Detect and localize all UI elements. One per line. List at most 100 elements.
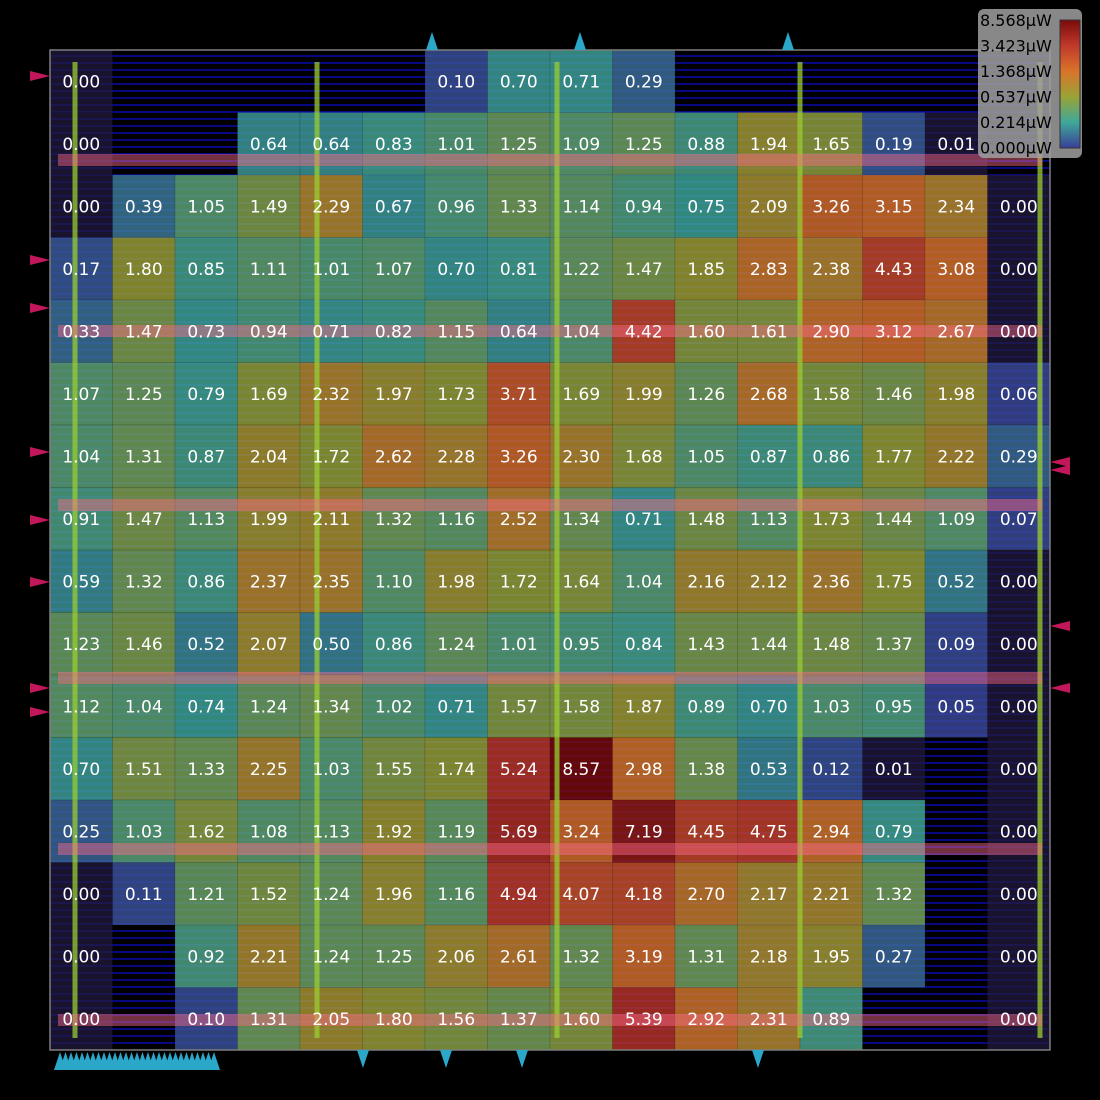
cell-value-label: 1.58 bbox=[812, 385, 850, 405]
heatmap-cell bbox=[174, 737, 238, 801]
cell-value-label: 1.31 bbox=[125, 447, 163, 467]
cell-value-label: 0.74 bbox=[187, 697, 225, 717]
heatmap-cell bbox=[862, 612, 926, 676]
heatmap-cell bbox=[49, 737, 113, 801]
cell-value-label: 0.33 bbox=[62, 322, 100, 342]
heatmap-cell bbox=[487, 49, 551, 113]
heatmap-cell bbox=[174, 924, 238, 988]
heatmap-cell bbox=[549, 362, 613, 426]
cell-value-label: 2.25 bbox=[250, 760, 288, 780]
cell-value-label: 0.94 bbox=[250, 322, 288, 342]
heatmap-cell bbox=[862, 674, 926, 738]
heatmap-cell bbox=[924, 612, 988, 676]
cell-value-label: 1.32 bbox=[875, 885, 913, 905]
heatmap-cell bbox=[112, 799, 176, 863]
heatmap-cell bbox=[549, 424, 613, 488]
cell-value-label: 1.15 bbox=[437, 322, 475, 342]
heatmap-cell bbox=[612, 924, 676, 988]
cell-value-label: 0.53 bbox=[750, 760, 788, 780]
cell-value-label: 2.09 bbox=[750, 197, 788, 217]
heatmap-cell bbox=[49, 362, 113, 426]
heatmap-cell bbox=[299, 737, 363, 801]
heatmap-cell bbox=[112, 487, 176, 551]
heatmap-cell bbox=[237, 924, 301, 988]
heatmap-cell bbox=[299, 799, 363, 863]
heatmap-cell bbox=[237, 112, 301, 176]
cell-value-label: 0.17 bbox=[62, 260, 100, 280]
cell-value-label: 1.43 bbox=[687, 635, 725, 655]
heatmap-cell bbox=[174, 362, 238, 426]
heatmap-cell bbox=[299, 862, 363, 926]
cell-value-label: 0.01 bbox=[937, 135, 975, 155]
cell-value-label: 0.52 bbox=[937, 572, 975, 592]
cell-value-label: 1.13 bbox=[187, 510, 225, 530]
cell-value-label: 0.64 bbox=[250, 135, 288, 155]
heatmap-cell bbox=[112, 237, 176, 301]
cell-value-label: 1.19 bbox=[437, 822, 475, 842]
heatmap-cell bbox=[487, 799, 551, 863]
cell-value-label: 0.00 bbox=[1000, 1010, 1038, 1030]
cell-value-label: 2.16 bbox=[687, 572, 725, 592]
cell-value-label: 0.00 bbox=[1000, 760, 1038, 780]
heatmap-cell bbox=[924, 487, 988, 551]
cell-value-label: 2.28 bbox=[437, 447, 475, 467]
cell-value-label: 8.57 bbox=[562, 760, 600, 780]
cell-value-label: 1.47 bbox=[625, 260, 663, 280]
bottom-pin-marker bbox=[752, 1050, 764, 1068]
heatmap-cell bbox=[799, 612, 863, 676]
heatmap-cell bbox=[612, 799, 676, 863]
legend-tick-label: 3.423µW bbox=[980, 37, 1052, 56]
cell-value-label: 1.05 bbox=[687, 447, 725, 467]
cell-value-label: 1.34 bbox=[312, 697, 350, 717]
cell-value-label: 1.98 bbox=[437, 572, 475, 592]
heatmap-cell bbox=[549, 737, 613, 801]
heatmap-cell bbox=[862, 112, 926, 176]
top-pin-marker bbox=[426, 32, 438, 50]
cell-value-label: 5.24 bbox=[500, 760, 538, 780]
cell-value-label: 1.24 bbox=[312, 885, 350, 905]
bottom-pin-marker bbox=[208, 1052, 220, 1070]
heatmap-cell bbox=[424, 49, 488, 113]
cell-value-label: 1.57 bbox=[500, 697, 538, 717]
cell-value-label: 0.00 bbox=[1000, 635, 1038, 655]
heatmap-cell bbox=[799, 862, 863, 926]
heatmap-cell bbox=[174, 299, 238, 363]
cell-value-label: 1.34 bbox=[562, 510, 600, 530]
cell-value-label: 0.95 bbox=[875, 697, 913, 717]
heatmap-cell bbox=[49, 674, 113, 738]
heatmap-cell bbox=[674, 299, 738, 363]
cell-value-label: 2.21 bbox=[250, 947, 288, 967]
cell-value-label: 2.22 bbox=[937, 447, 975, 467]
cell-value-label: 1.51 bbox=[125, 760, 163, 780]
cell-value-label: 3.24 bbox=[562, 822, 600, 842]
cell-value-label: 1.04 bbox=[62, 447, 100, 467]
cell-value-label: 1.48 bbox=[812, 635, 850, 655]
heatmap-cell bbox=[487, 237, 551, 301]
heatmap-cell bbox=[299, 924, 363, 988]
heatmap-cell bbox=[49, 799, 113, 863]
heatmap-cell bbox=[362, 799, 426, 863]
heatmap-cell bbox=[362, 549, 426, 613]
cell-value-label: 1.03 bbox=[312, 760, 350, 780]
vertical-power-rail bbox=[1037, 62, 1043, 1038]
cell-value-label: 1.74 bbox=[437, 760, 475, 780]
cell-value-label: 0.86 bbox=[187, 572, 225, 592]
cell-value-label: 0.70 bbox=[500, 72, 538, 92]
cell-value-label: 0.79 bbox=[187, 385, 225, 405]
heatmap-cell bbox=[174, 487, 238, 551]
cell-value-label: 1.31 bbox=[687, 947, 725, 967]
cell-value-label: 1.75 bbox=[875, 572, 913, 592]
cell-value-label: 3.71 bbox=[500, 385, 538, 405]
bottom-pin-marker bbox=[357, 1050, 369, 1068]
cell-value-label: 1.46 bbox=[125, 635, 163, 655]
cell-value-label: 2.98 bbox=[625, 760, 663, 780]
cell-value-label: 1.69 bbox=[250, 385, 288, 405]
heatmap-cell bbox=[174, 174, 238, 238]
cell-value-label: 0.88 bbox=[687, 135, 725, 155]
cell-value-label: 1.09 bbox=[937, 510, 975, 530]
cell-value-label: 2.34 bbox=[937, 197, 975, 217]
cell-value-label: 1.38 bbox=[687, 760, 725, 780]
heatmap-cell bbox=[862, 362, 926, 426]
heatmap-cell bbox=[674, 987, 738, 1051]
cell-value-label: 0.27 bbox=[875, 947, 913, 967]
